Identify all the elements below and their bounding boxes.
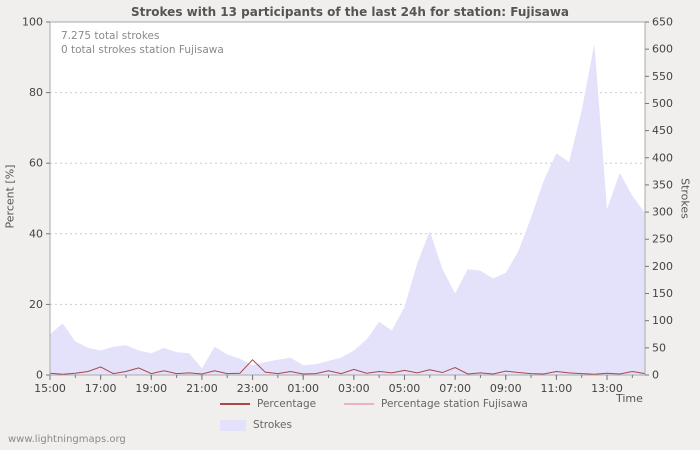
- svg-text:600: 600: [652, 43, 673, 56]
- svg-text:17:00: 17:00: [85, 382, 117, 395]
- svg-text:200: 200: [652, 260, 673, 273]
- svg-text:300: 300: [652, 206, 673, 219]
- svg-text:100: 100: [652, 314, 673, 327]
- legend-item-percentage: Percentage: [220, 398, 316, 410]
- svg-text:650: 650: [652, 16, 673, 29]
- legend-label-station-percentage: Percentage station Fujisawa: [381, 398, 528, 410]
- percentage-line-swatch: [220, 403, 250, 405]
- svg-text:150: 150: [652, 287, 673, 300]
- legend-item-station-percentage: Percentage station Fujisawa: [344, 398, 528, 410]
- strokes-area-swatch: [220, 419, 246, 431]
- legend-label-percentage: Percentage: [257, 398, 317, 410]
- svg-text:21:00: 21:00: [186, 382, 218, 395]
- svg-text:11:00: 11:00: [541, 382, 573, 395]
- svg-text:05:00: 05:00: [389, 382, 421, 395]
- svg-text:40: 40: [29, 227, 43, 240]
- svg-text:03:00: 03:00: [338, 382, 370, 395]
- left-axis-label: Percent [%]: [3, 164, 17, 229]
- chart-title: Strokes with 13 participants of the last…: [130, 5, 570, 19]
- station-percentage-line-swatch: [344, 403, 374, 405]
- right-axis-label: Strokes: [678, 178, 692, 219]
- svg-text:550: 550: [652, 70, 673, 83]
- svg-text:450: 450: [652, 124, 673, 137]
- svg-text:100: 100: [22, 16, 43, 29]
- svg-text:13:00: 13:00: [591, 382, 623, 395]
- svg-text:80: 80: [29, 86, 43, 99]
- svg-text:15:00: 15:00: [34, 382, 66, 395]
- legend-item-strokes: Strokes: [220, 419, 292, 431]
- svg-text:60: 60: [29, 157, 43, 170]
- svg-text:09:00: 09:00: [490, 382, 522, 395]
- x-axis-label: Time: [616, 392, 643, 405]
- svg-text:500: 500: [652, 97, 673, 110]
- svg-text:0: 0: [652, 369, 659, 382]
- svg-text:19:00: 19:00: [135, 382, 167, 395]
- svg-text:20: 20: [29, 298, 43, 311]
- svg-text:50: 50: [652, 341, 666, 354]
- svg-text:01:00: 01:00: [287, 382, 319, 395]
- svg-text:400: 400: [652, 151, 673, 164]
- site-credit: www.lightningmaps.org: [8, 434, 126, 445]
- svg-text:350: 350: [652, 178, 673, 191]
- legend-label-strokes: Strokes: [253, 419, 292, 431]
- svg-text:07:00: 07:00: [439, 382, 471, 395]
- station-strokes-annotation: 0 total strokes station Fujisawa: [61, 44, 224, 56]
- svg-text:23:00: 23:00: [237, 382, 269, 395]
- total-strokes-annotation: 7.275 total strokes: [61, 30, 160, 42]
- svg-text:0: 0: [36, 369, 43, 382]
- svg-text:250: 250: [652, 233, 673, 246]
